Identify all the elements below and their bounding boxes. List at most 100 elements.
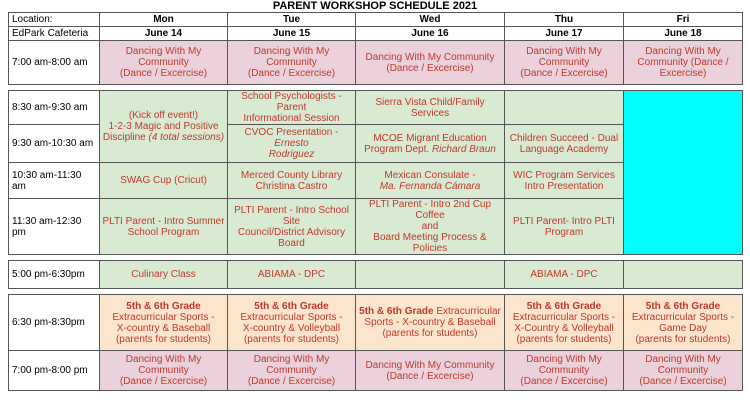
event-cell: Dancing With My Community (Dance / Excerc… [355, 350, 505, 391]
event-line: Extracurricular Sports - [112, 311, 215, 323]
day-wed: Wed [355, 12, 505, 27]
day-thu: Thu [504, 12, 624, 27]
event-line: PLTI Parent- Intro PLTI [513, 215, 615, 227]
event-note: Rodriguez [268, 149, 315, 160]
event-heading: 5th & 6th Grade [645, 300, 721, 312]
time-slot: 7:00 pm-8:00 pm [8, 350, 100, 391]
date-tue: June 15 [227, 26, 356, 41]
event-line: Christina Castro [255, 180, 328, 192]
schedule-table: Location: Mon Tue Wed Thu Fri EdPark Caf… [8, 12, 743, 391]
date-mon: June 14 [99, 26, 228, 41]
event-line: (Dance / Excercise) [520, 68, 608, 79]
table-row: 8:30 am-9:30 am (Kick off event!) 1-2-3 … [8, 90, 743, 255]
event-line: (Kick off event!) [128, 110, 199, 121]
event-line: Community [657, 365, 709, 376]
event-cell: PLTI Parent - Intro 2nd Cup Coffee and Boa… [355, 198, 505, 255]
event-cell: Children Succeed - Dual Language Academy [504, 124, 624, 163]
event-heading: 5th & 6th Grade [359, 306, 434, 317]
event-line: Board Meeting Process & Policies [373, 232, 487, 254]
event-note: Ma. Fernanda Cámara [379, 180, 481, 192]
event-line: Dancing With My Community [365, 359, 495, 371]
event-cell: 5th & 6th Grade Extracurricular Sports -G… [623, 294, 743, 351]
event-note: Richard Braun [431, 143, 496, 155]
event-cell: Dancing With My Community (Dance / Excerc… [504, 40, 624, 85]
event-cell: WIC Program Services Intro Presentation [504, 162, 624, 199]
event-cell: Dancing With My Community (Dance / Excerc… [227, 350, 356, 391]
event-line: Discipline [102, 132, 146, 143]
table-row: 9:30 am-10:30 am CVOC Presentation - Ern… [8, 124, 743, 163]
event-cell [623, 260, 743, 289]
table-row: 7:00 pm-8:00 pm Dancing With My Communit… [8, 350, 743, 391]
event-cell: Culinary Class [99, 260, 228, 289]
event-line: Board [278, 237, 305, 249]
event-line: MCOE Migrant Education [373, 132, 487, 144]
event-cell: School Psychologists - Parent Information… [227, 90, 356, 125]
event-cell: 5th & 6th Grade Extracurricular Sports - … [355, 294, 505, 351]
event-line: Dancing With My Community [526, 354, 602, 376]
event-line: Program Dept. [364, 143, 432, 155]
event-line: PLTI Parent - Intro 2nd Cup Coffee [368, 199, 492, 222]
event-line: Language Academy [519, 143, 609, 155]
event-cell: CVOC Presentation - Ernesto Rodriguez [227, 124, 356, 163]
event-line: Intro Presentation [524, 180, 604, 192]
event-line: (Dance / Excercise) [386, 370, 474, 382]
event-cell: Merced County Library Christina Castro [227, 162, 356, 199]
header-row-days: Location: Mon Tue Wed Thu Fri [8, 12, 743, 27]
event-line: (parents for students) [115, 333, 212, 345]
event-line: Mexican Consulate - [384, 169, 476, 181]
event-line: (parents for students) [635, 333, 731, 345]
event-cell: Dancing With My Community (Dance / Excerc… [504, 350, 624, 391]
day-tue: Tue [227, 12, 356, 27]
time-slot: 8:30 am-9:30 am [8, 90, 100, 125]
event-cell: Dancing With My Community (Dance / Excerc… [99, 350, 228, 391]
event-cell: ABIAMA - DPC [504, 260, 624, 289]
event-line: X-Country & Volleyball [514, 322, 614, 334]
event-line: Program [544, 226, 584, 238]
day-fri: Fri [623, 12, 743, 27]
table-row: 11:30 am-12:30 pm PLTI Parent - Intro Su… [8, 198, 743, 255]
blocked-cell [623, 90, 743, 255]
event-cell: SWAG Cup (Cricut) [99, 162, 228, 199]
time-slot: 6:30 pm-8:30pm [8, 294, 100, 351]
table-row: 6:30 pm-8:30pm 5th & 6th Grade Extracurri… [8, 294, 743, 351]
day-mon: Mon [99, 12, 228, 27]
event-cell: PLTI Parent - Intro School Site Council/D… [227, 198, 356, 255]
event-line: Dancing With My Community [125, 354, 202, 376]
event-line: Extracurricular Sports - [631, 311, 735, 323]
event-line: X-country & Volleyball [242, 322, 341, 334]
event-line: (Dance / Excercise) [247, 68, 336, 79]
event-cell: Sierra Vista Child/Family Services [355, 90, 505, 125]
event-line: X-country & Baseball [116, 322, 211, 334]
time-slot: 10:30 am-11:30 am [8, 162, 100, 199]
event-line: (Dance / Excercise) [639, 376, 727, 387]
table-row: 10:30 am-11:30 am SWAG Cup (Cricut) Merc… [8, 162, 743, 199]
location-value: EdPark Cafeteria [8, 26, 100, 41]
event-cell: Dancing With My Community (Dance / Excerc… [227, 40, 356, 85]
event-line: Dancing With My Community [526, 46, 602, 68]
time-slot: 5:00 pm-6:30pm [8, 260, 100, 289]
event-line: Council/District Advisory [237, 226, 346, 238]
event-line: Informational Session [243, 113, 340, 124]
event-cell: 5th & 6th Grade Extracurricular Sports -X… [99, 294, 228, 351]
event-cell [504, 90, 624, 125]
event-line: PLTI Parent - Intro Summer [102, 215, 225, 227]
event-line: School Program [127, 226, 200, 238]
event-line: Sports - X-country & Baseball [364, 317, 496, 328]
event-cell: PLTI Parent - Intro Summer School Program [99, 198, 228, 255]
event-line: Dancing With My Community [365, 51, 495, 63]
event-note: (4 total sessions) [148, 132, 225, 143]
event-heading: 5th & 6th Grade [126, 300, 201, 312]
event-line: Dancing With My Community [253, 354, 330, 376]
event-line: Dancing With My [645, 354, 721, 365]
event-cell: Dancing With My Community (Dance / Excerci… [623, 350, 743, 391]
event-heading: 5th & 6th Grade [526, 300, 602, 312]
date-wed: June 16 [355, 26, 505, 41]
event-cell: Dancing With My Community (Dance / Excer… [623, 40, 743, 85]
event-cell: (Kick off event!) 1-2-3 Magic and Positi… [99, 90, 228, 163]
event-line: WIC Program Services [513, 169, 615, 181]
event-line: (parents for students) [516, 333, 612, 345]
time-slot: 7:00 am-8:00 am [8, 40, 100, 85]
event-heading: 5th & 6th Grade [254, 300, 329, 312]
event-cell: 5th & 6th Grade Extracurricular Sports -X… [504, 294, 624, 351]
time-slot: 9:30 am-10:30 am [8, 124, 100, 163]
